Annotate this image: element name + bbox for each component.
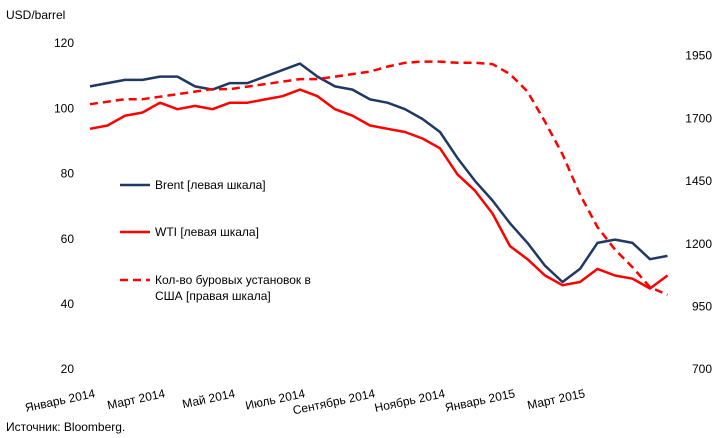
y-tick-label: 100 xyxy=(54,101,74,115)
y-tick-label: 20 xyxy=(61,362,75,376)
series-line xyxy=(89,62,668,284)
y-tick-label: 120 xyxy=(54,36,74,50)
legend-label: Brent [левая шкала] xyxy=(155,178,266,192)
x-tick-label: Ноябрь 2014 xyxy=(373,386,446,415)
y2-tick-label: 1700 xyxy=(685,111,712,125)
x-tick-label: Январь 2014 xyxy=(24,386,97,415)
y2-tick-label: 1450 xyxy=(685,174,712,188)
source: Источник: Bloomberg. xyxy=(6,420,125,434)
legend-label: Кол-во буровых установок в США [правая ш… xyxy=(155,273,311,303)
series-line xyxy=(89,60,668,296)
series-line xyxy=(89,88,669,290)
y-tick-label: 60 xyxy=(61,232,75,246)
y2-tick-label: 1200 xyxy=(685,237,712,251)
x-tick-label: Май 2014 xyxy=(181,386,237,411)
y2-tick-label: 950 xyxy=(692,299,712,313)
y-axis-label: USD/barrel xyxy=(6,8,65,22)
y2-tick-label: 1950 xyxy=(685,49,712,63)
x-tick-label: Март 2014 xyxy=(106,386,167,412)
x-tick-label: Март 2015 xyxy=(526,386,587,412)
legend-label: WTI [левая шкала] xyxy=(155,225,259,239)
x-tick-label: Январь 2015 xyxy=(444,386,517,415)
y-tick-label: 80 xyxy=(61,167,75,181)
y2-tick-label: 700 xyxy=(692,362,712,376)
y-tick-label: 40 xyxy=(61,297,75,311)
